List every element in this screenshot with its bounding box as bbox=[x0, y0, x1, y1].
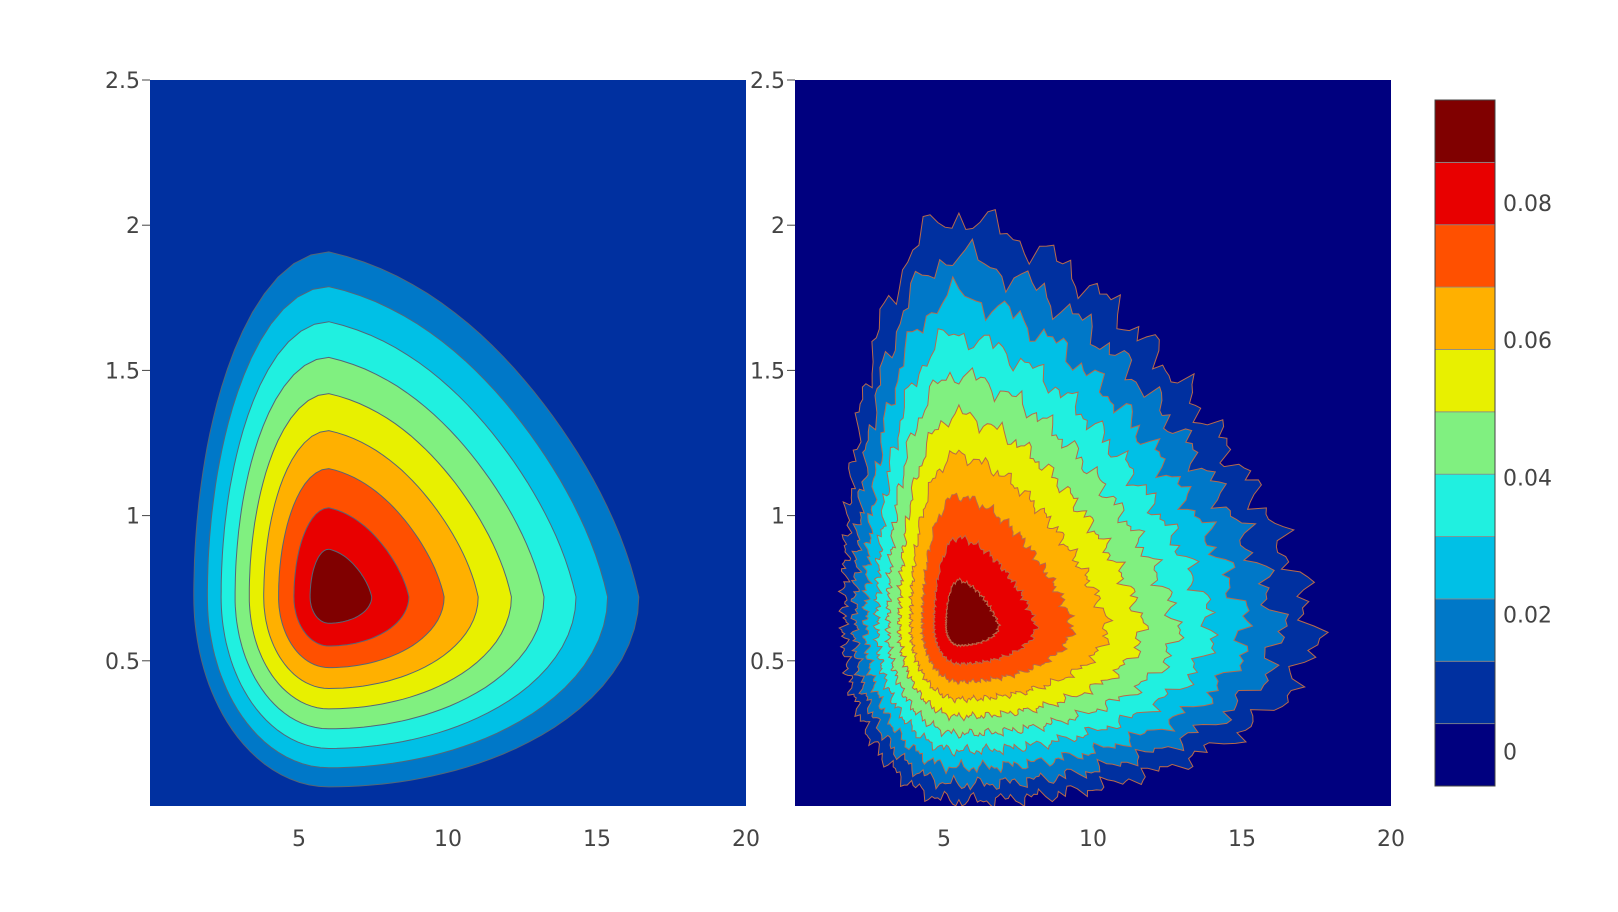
colorbar-tick-label: 0.04 bbox=[1503, 466, 1552, 491]
colorbar-block bbox=[1434, 536, 1496, 600]
colorbar-block bbox=[1434, 286, 1496, 350]
colorbar-block bbox=[1434, 224, 1496, 288]
right-y-tick-label: 0.5 bbox=[750, 650, 785, 675]
right-y-tick-label: 2.5 bbox=[750, 69, 785, 94]
colorbar-block bbox=[1434, 349, 1496, 413]
left-y-tick-label: 0.5 bbox=[105, 650, 140, 675]
right-y-tick-label: 2 bbox=[771, 214, 785, 239]
colorbar-block bbox=[1434, 411, 1496, 475]
colorbar-block bbox=[1434, 473, 1496, 537]
left-y-tick-label: 2 bbox=[126, 214, 140, 239]
right-y-tick-label: 1 bbox=[771, 505, 785, 530]
left-y-tick-label: 2.5 bbox=[105, 69, 140, 94]
left-x-tick-label: 15 bbox=[583, 827, 611, 852]
contour-band bbox=[309, 548, 373, 624]
right-x-tick-label: 5 bbox=[937, 827, 951, 852]
right-x-axis: 5 10 15 20 bbox=[937, 827, 1405, 852]
colorbar-frame bbox=[1434, 99, 1496, 787]
colorbar-blocks bbox=[1434, 99, 1496, 787]
colorbar: 0 0.02 0.04 0.06 0.08 bbox=[1434, 99, 1552, 787]
colorbar-tick-label: 0.06 bbox=[1503, 329, 1552, 354]
right-contour-plot: 0.5 1 1.5 2 2.5 5 10 15 20 bbox=[750, 69, 1405, 852]
left-y-axis: 0.5 1 1.5 2 2.5 bbox=[105, 69, 150, 675]
left-x-tick-label: 10 bbox=[434, 827, 462, 852]
right-x-tick-label: 20 bbox=[1377, 827, 1405, 852]
colorbar-block bbox=[1434, 723, 1496, 787]
right-y-axis: 0.5 1 1.5 2 2.5 bbox=[750, 69, 795, 675]
right-contour-bands bbox=[795, 80, 1391, 806]
colorbar-block bbox=[1434, 161, 1496, 226]
left-x-tick-label: 5 bbox=[292, 827, 306, 852]
colorbar-tick-label: 0 bbox=[1503, 741, 1517, 766]
left-x-tick-label: 20 bbox=[732, 827, 760, 852]
left-y-tick-label: 1.5 bbox=[105, 359, 140, 384]
right-x-tick-label: 15 bbox=[1228, 827, 1256, 852]
colorbar-tick-label: 0.02 bbox=[1503, 604, 1552, 629]
right-x-tick-label: 10 bbox=[1079, 827, 1107, 852]
contour-band bbox=[944, 577, 1002, 648]
left-x-axis: 5 10 15 20 bbox=[292, 827, 760, 852]
colorbar-tick-label: 0.08 bbox=[1503, 192, 1552, 217]
colorbar-block bbox=[1434, 99, 1496, 163]
colorbar-block bbox=[1434, 598, 1496, 662]
right-y-tick-label: 1.5 bbox=[750, 359, 785, 384]
colorbar-block bbox=[1434, 660, 1496, 725]
left-y-tick-label: 1 bbox=[126, 505, 140, 530]
left-contour-plot: 0.5 1 1.5 2 2.5 5 10 15 20 bbox=[105, 69, 760, 852]
left-contour-bands bbox=[150, 80, 746, 806]
